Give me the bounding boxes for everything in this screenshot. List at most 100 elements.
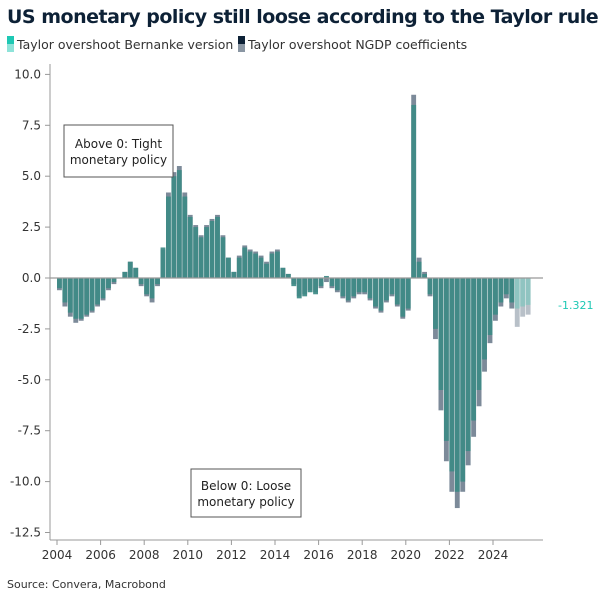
bar (356, 278, 362, 293)
bar (193, 227, 199, 278)
bar (351, 278, 357, 297)
y-tick-label: 7.5 (22, 118, 41, 132)
bar (204, 227, 209, 278)
bar (100, 278, 106, 299)
bar (215, 216, 220, 278)
x-tick-label: 2006 (85, 548, 116, 562)
bar (111, 278, 117, 283)
bar (411, 104, 417, 278)
bar (400, 278, 406, 317)
source-note: Source: Convera, Macrobond (7, 578, 166, 591)
x-tick-label: 2020 (391, 548, 422, 562)
bar (225, 257, 231, 278)
bar (231, 271, 237, 278)
annotation-text: Above 0: Tight monetary policy (70, 137, 167, 167)
bar (503, 278, 509, 295)
bar (307, 278, 313, 293)
bar (345, 278, 351, 301)
y-tick-label: -12.5 (10, 526, 41, 540)
legend-item-ngdp: Taylor overshoot NGDP coefficients (238, 36, 467, 52)
bar (302, 278, 308, 297)
bar (514, 278, 520, 309)
x-tick-label: 2016 (303, 548, 334, 562)
bar (384, 278, 389, 301)
annotation-border (63, 124, 174, 178)
x-tick-label: 2012 (216, 548, 247, 562)
bar (487, 278, 493, 336)
bar (433, 278, 438, 329)
annotation-text: Below 0: Loose monetary policy (197, 479, 294, 509)
annotation-box: Below 0: Loose monetary policy (190, 468, 302, 518)
bar (460, 278, 466, 482)
y-tick-label: 0.0 (22, 271, 41, 285)
bar (449, 278, 455, 472)
bar (182, 196, 188, 278)
bar (187, 216, 193, 278)
bar (247, 251, 253, 278)
bar (405, 278, 411, 309)
bar (362, 278, 368, 293)
bar (89, 278, 95, 311)
bar (389, 278, 395, 295)
bar (291, 278, 297, 287)
x-tick-label: 2014 (260, 548, 291, 562)
bar (73, 278, 79, 319)
bar (280, 267, 286, 278)
bar (520, 278, 526, 307)
annotation-box: Above 0: Tight monetary policy (63, 124, 174, 178)
bar (285, 273, 291, 278)
x-tick-label: 2022 (434, 548, 465, 562)
x-tick-label: 2024 (478, 548, 509, 562)
bar (394, 278, 400, 305)
bar (465, 278, 471, 452)
bar (493, 278, 498, 315)
bar (329, 278, 335, 287)
bar (258, 257, 264, 278)
bar (422, 273, 427, 278)
bar (171, 176, 177, 278)
bar (57, 278, 62, 289)
y-tick-label: 5.0 (22, 169, 41, 183)
bar (296, 278, 302, 299)
bar (242, 247, 248, 278)
bar (176, 170, 182, 278)
bar (373, 278, 378, 307)
bar (127, 261, 133, 278)
x-tick-label: 2008 (129, 548, 160, 562)
chart-title: US monetary policy still loose according… (7, 6, 599, 28)
bar (313, 278, 318, 295)
bar (318, 278, 324, 287)
y-tick-label: -5.0 (18, 373, 41, 387)
bar (443, 278, 449, 441)
bar (334, 278, 340, 291)
legend-label: Taylor overshoot NGDP coefficients (248, 36, 468, 52)
y-tick-label: -7.5 (18, 424, 41, 438)
bar (324, 278, 329, 283)
series-bernanke (57, 104, 531, 492)
bar (62, 278, 68, 303)
x-tick-label: 2010 (173, 548, 204, 562)
legend-swatch (238, 36, 245, 52)
annotation-border (190, 468, 302, 518)
bar (149, 278, 155, 299)
bar (144, 278, 150, 295)
bar (122, 271, 128, 278)
bar (106, 278, 111, 289)
bar (476, 278, 482, 390)
bar (367, 278, 373, 299)
bar (236, 257, 242, 278)
bar (78, 278, 84, 319)
bar (209, 220, 215, 278)
bar (133, 267, 139, 278)
bar (509, 278, 515, 303)
last-value-label: -1.321 (558, 299, 593, 312)
bar (427, 278, 433, 295)
bar (498, 278, 504, 303)
bar (269, 253, 275, 278)
bar (454, 278, 460, 492)
legend-item-bernanke: Taylor overshoot Bernanke version (7, 36, 233, 52)
bar (438, 278, 444, 390)
bar (264, 263, 269, 278)
y-tick-label: 10.0 (14, 67, 41, 81)
